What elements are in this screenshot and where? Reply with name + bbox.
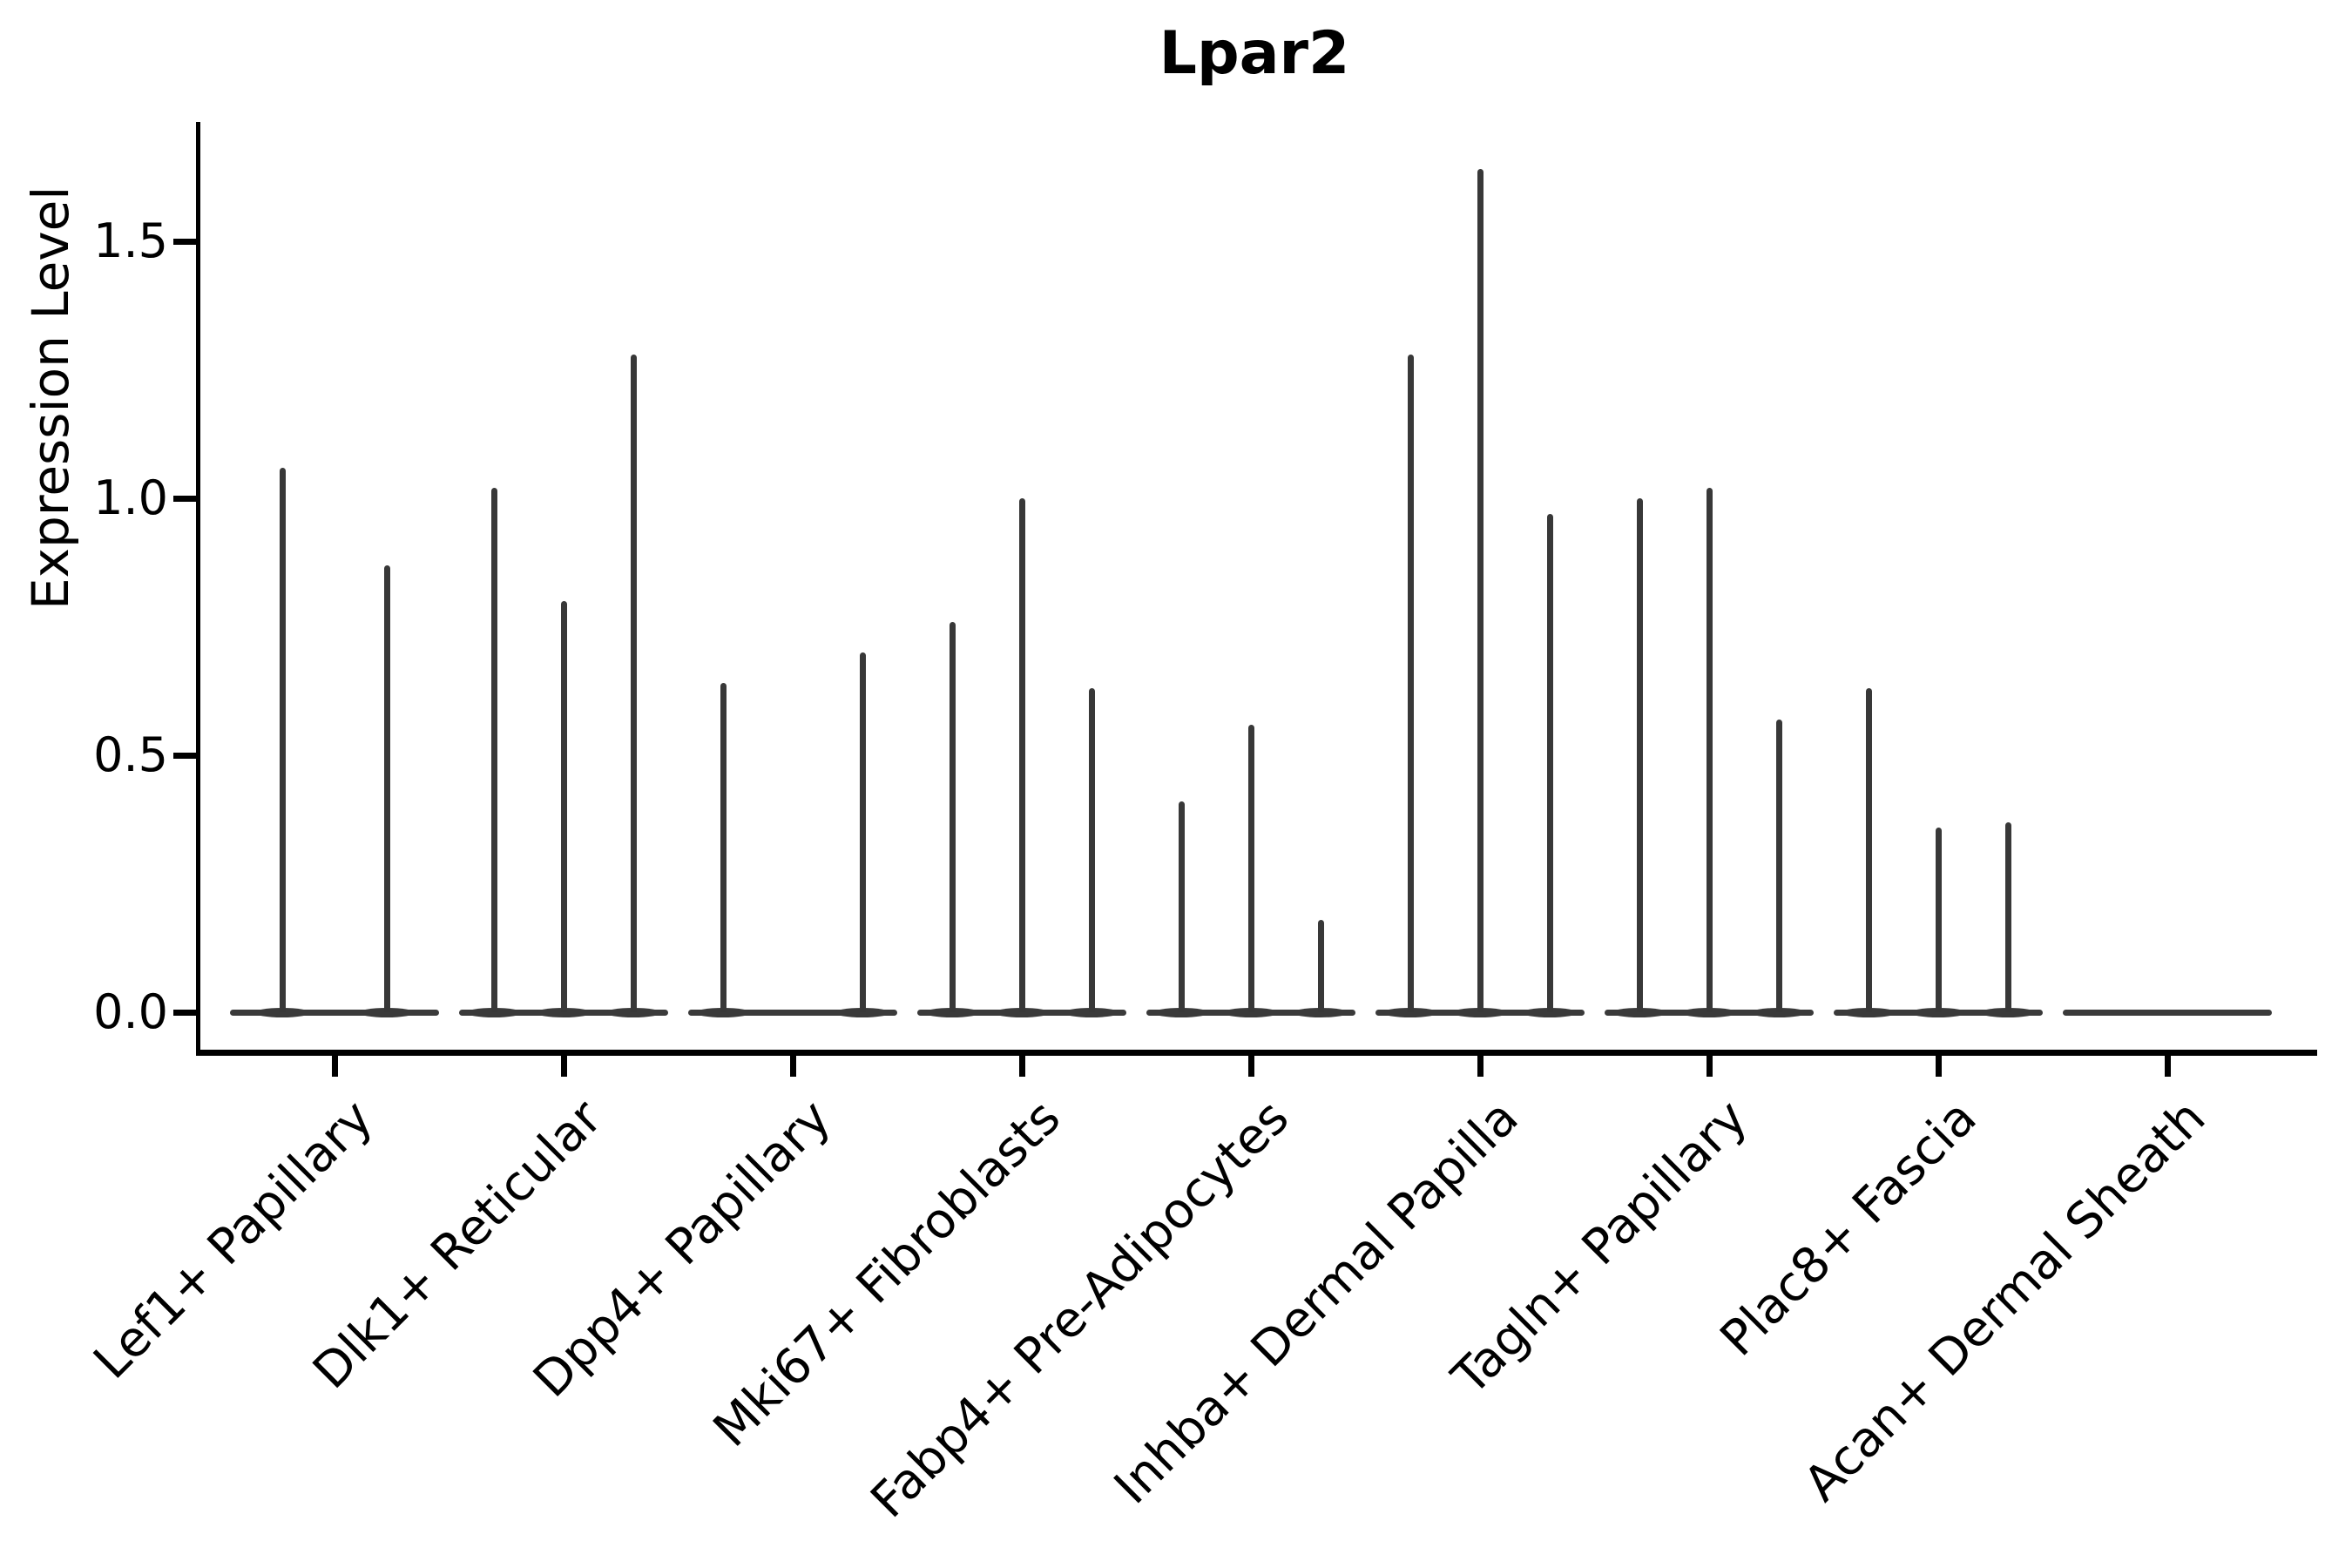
- violin-spike: [1317, 919, 1324, 1012]
- x-tick: [789, 1056, 796, 1077]
- x-tick: [1706, 1056, 1713, 1077]
- violin-base-bulge: [1382, 1007, 1438, 1017]
- violin-base-bulge: [254, 1007, 310, 1017]
- x-axis-category-label: Inhba+ Dermal Papilla: [1103, 1089, 1530, 1516]
- violin-spike: [859, 652, 866, 1012]
- violin-base-bulge: [605, 1007, 661, 1017]
- violin-base-bulge: [1064, 1007, 1119, 1017]
- violin-spike: [1775, 719, 1782, 1012]
- violin-base-bulge: [835, 1007, 890, 1017]
- violin-spike: [1865, 688, 1872, 1012]
- violin-spike: [1935, 827, 1942, 1012]
- violin-base-bulge: [994, 1007, 1050, 1017]
- violin-base-bulge: [1751, 1007, 1807, 1017]
- x-tick: [560, 1056, 567, 1077]
- violin-spike: [1018, 498, 1025, 1012]
- y-tick-label: 1.0: [93, 470, 168, 525]
- chart-title: Lpar2: [1159, 19, 1350, 88]
- violin-base-bulge: [1293, 1007, 1348, 1017]
- violin-spike: [1178, 801, 1185, 1012]
- violin-base-bulge: [1153, 1007, 1209, 1017]
- violin-spike: [1407, 354, 1414, 1012]
- y-tick-label: 1.5: [93, 213, 168, 268]
- y-tick-label: 0.0: [93, 984, 168, 1039]
- violin-spike: [1088, 688, 1095, 1012]
- plot-area: [196, 122, 2317, 1056]
- x-axis-category-label: Fabp4+ Pre-Adipocytes: [860, 1089, 1301, 1530]
- x-tick: [1935, 1056, 1942, 1077]
- violin-spike: [1546, 513, 1553, 1012]
- violin-spike: [630, 354, 637, 1012]
- violin-base-bulge: [359, 1007, 415, 1017]
- x-axis-category-label: Acan+ Dermal Sheath: [1793, 1089, 2217, 1513]
- violin-base-bulge: [1841, 1007, 1896, 1017]
- violin-spike: [949, 621, 956, 1012]
- violin-spike: [1247, 724, 1254, 1012]
- violin-base-bulge: [1681, 1007, 1737, 1017]
- y-tick-label: 0.5: [93, 727, 168, 782]
- violin-base-bulge: [1612, 1007, 1667, 1017]
- y-tick: [173, 238, 196, 245]
- y-axis-label: Expression Level: [21, 186, 80, 610]
- violin-spike: [490, 488, 497, 1012]
- violin-base-bulge: [1522, 1007, 1578, 1017]
- y-tick: [173, 1009, 196, 1016]
- violin-base-bulge: [536, 1007, 591, 1017]
- violin-spike: [279, 467, 286, 1012]
- violin-spike: [1706, 488, 1713, 1012]
- violin-baseline: [2063, 1009, 2272, 1016]
- violin-spike: [720, 683, 727, 1012]
- x-tick: [331, 1056, 338, 1077]
- violin-spike: [2004, 821, 2011, 1012]
- violin-spike: [383, 564, 390, 1012]
- violin-base-bulge: [466, 1007, 522, 1017]
- x-tick: [1018, 1056, 1025, 1077]
- violin-baseline: [688, 1009, 897, 1016]
- violin-spike: [1477, 169, 1484, 1012]
- y-tick: [173, 752, 196, 759]
- violin-base-bulge: [1910, 1007, 1966, 1017]
- violin-base-bulge: [924, 1007, 980, 1017]
- violin-baseline: [230, 1009, 439, 1016]
- violin-base-bulge: [1223, 1007, 1279, 1017]
- violin-spike: [1636, 498, 1643, 1012]
- violin-base-bulge: [1980, 1007, 2036, 1017]
- x-tick: [2164, 1056, 2171, 1077]
- x-tick: [1247, 1056, 1254, 1077]
- x-tick: [1477, 1056, 1484, 1077]
- violin-spike: [560, 601, 567, 1012]
- violin-base-bulge: [1452, 1007, 1508, 1017]
- y-tick: [173, 495, 196, 502]
- violin-base-bulge: [695, 1007, 751, 1017]
